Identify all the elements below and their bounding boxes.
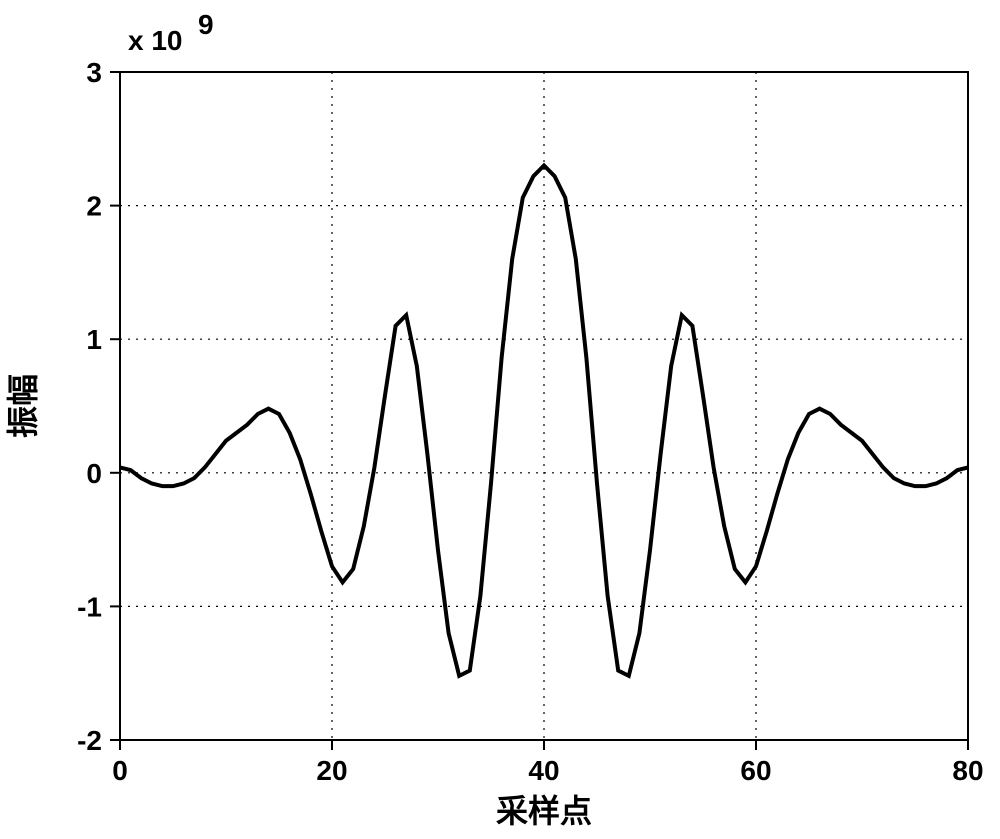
svg-text:0: 0 — [86, 458, 102, 489]
svg-text:1: 1 — [86, 324, 102, 355]
svg-text:40: 40 — [528, 755, 559, 786]
svg-text:60: 60 — [740, 755, 771, 786]
svg-text:-2: -2 — [77, 725, 102, 756]
svg-text:0: 0 — [112, 755, 128, 786]
exponent-label: x 10 9 — [128, 9, 214, 56]
svg-text:80: 80 — [952, 755, 983, 786]
y-tick-labels: -2 -1 0 1 2 3 — [77, 57, 102, 756]
plot-border — [120, 72, 968, 740]
exponent-superscript: 9 — [198, 9, 214, 40]
x-tick-labels: 0 20 40 60 80 — [112, 755, 983, 786]
svg-text:2: 2 — [86, 191, 102, 222]
x-axis-label: 采样点 — [496, 793, 592, 829]
svg-text:3: 3 — [86, 57, 102, 88]
y-axis-label: 振幅 — [5, 374, 41, 438]
x-tick-marks — [120, 740, 968, 750]
line-chart: 0 20 40 60 80 -2 -1 0 1 2 3 采样点 振幅 x 10 9 — [0, 0, 1000, 839]
chart-container: 0 20 40 60 80 -2 -1 0 1 2 3 采样点 振幅 x 10 9 — [0, 0, 1000, 839]
svg-text:-1: -1 — [77, 591, 102, 622]
exponent-base-text: x 10 — [128, 25, 183, 56]
data-series-line — [120, 166, 968, 676]
vertical-gridlines — [332, 72, 756, 740]
y-tick-marks — [110, 72, 120, 740]
svg-text:20: 20 — [316, 755, 347, 786]
